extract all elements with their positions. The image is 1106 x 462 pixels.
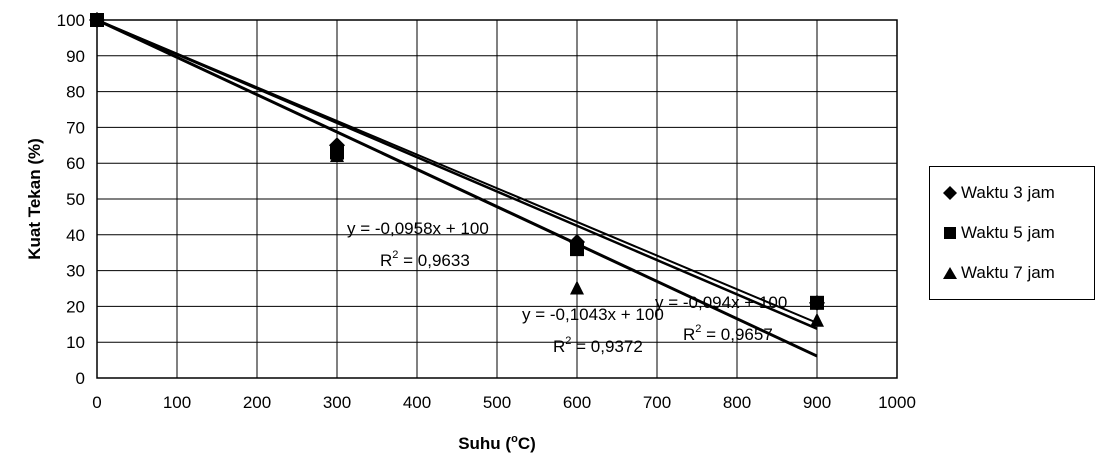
x-tick-label-4: 400: [403, 393, 431, 412]
legend-item-5jam: Waktu 5 jam: [942, 221, 1055, 245]
marker-square-2-3: [810, 295, 824, 310]
x-tick-label-10: 1000: [878, 393, 916, 412]
y-tick-label-10: 100: [57, 11, 85, 30]
y-axis-title: Kuat Tekan (%): [25, 138, 44, 260]
y-tick-label-0: 0: [76, 369, 85, 388]
square-marker-icon: [944, 227, 956, 239]
x-tick-label-2: 200: [243, 393, 271, 412]
x-tick-label-0: 0: [92, 393, 101, 412]
y-tick-label-8: 80: [66, 83, 85, 102]
triangle-marker-icon: [943, 267, 957, 279]
y-tick-label-3: 30: [66, 262, 85, 281]
legend-item-7jam: Waktu 7 jam: [942, 261, 1055, 285]
legend-label-3jam: Waktu 3 jam: [961, 183, 1055, 202]
trendline-r2-2: R2 = 0,9633: [380, 249, 470, 270]
trendlines: [96, 18, 818, 358]
data-markers: [89, 12, 825, 327]
marker-square-2-2: [570, 242, 584, 257]
gridlines: [96, 19, 898, 379]
y-tick-label-9: 90: [66, 47, 85, 66]
diamond-marker-icon: [943, 186, 957, 200]
trendline-2: [96, 18, 818, 330]
x-axis-title: Suhu (oC): [458, 433, 536, 453]
x-tick-labels: 0 100 200 300 400 500 600 700 800 900 1000: [92, 393, 916, 412]
trendline-3: [96, 18, 818, 358]
x-tick-label-6: 600: [563, 393, 591, 412]
y-tick-label-2: 20: [66, 297, 85, 316]
x-tick-label-3: 300: [323, 393, 351, 412]
marker-triangle-3-2: [570, 280, 584, 295]
y-tick-label-6: 60: [66, 154, 85, 173]
y-tick-label-7: 70: [66, 118, 85, 137]
x-tick-label-9: 900: [803, 393, 831, 412]
x-tick-label-7: 700: [643, 393, 671, 412]
legend-item-3jam: Waktu 3 jam: [942, 181, 1055, 205]
legend-label-7jam: Waktu 7 jam: [961, 263, 1055, 282]
y-tick-label-1: 10: [66, 333, 85, 352]
trendline-equation-1: y = -0,094x + 100: [655, 293, 787, 312]
y-tick-labels: 0 10 20 30 40 50 60 70 80 90 100: [57, 11, 85, 388]
legend-label-5jam: Waktu 5 jam: [961, 223, 1055, 242]
trendline-r2-1: R2 = 0,9657: [683, 323, 773, 344]
plot-area-frame: [96, 19, 898, 379]
trendline-equation-2: y = -0,0958x + 100: [347, 219, 489, 238]
y-tick-label-4: 40: [66, 226, 85, 245]
marker-triangle-3-0: [90, 12, 104, 26]
x-tick-label-8: 800: [723, 393, 751, 412]
x-axis-title-main: Suhu (: [458, 434, 511, 453]
trendline-r2-3: R2 = 0,9372: [553, 335, 643, 356]
trendline-equations: y = -0,094x + 100 R2 = 0,9657 y = -0,0958x…: [347, 219, 787, 356]
x-axis-title-end: C): [518, 434, 536, 453]
x-tick-label-5: 500: [483, 393, 511, 412]
legend: Waktu 3 jam Waktu 5 jam Waktu 7 jam: [929, 166, 1095, 300]
marker-triangle-3-3: [810, 312, 824, 327]
x-axis-title-sup: o: [511, 433, 518, 445]
trendline-equation-3: y = -0,1043x + 100: [522, 305, 664, 324]
y-tick-label-5: 50: [66, 190, 85, 209]
marker-triangle-3-1: [330, 148, 344, 163]
x-tick-label-1: 100: [163, 393, 191, 412]
